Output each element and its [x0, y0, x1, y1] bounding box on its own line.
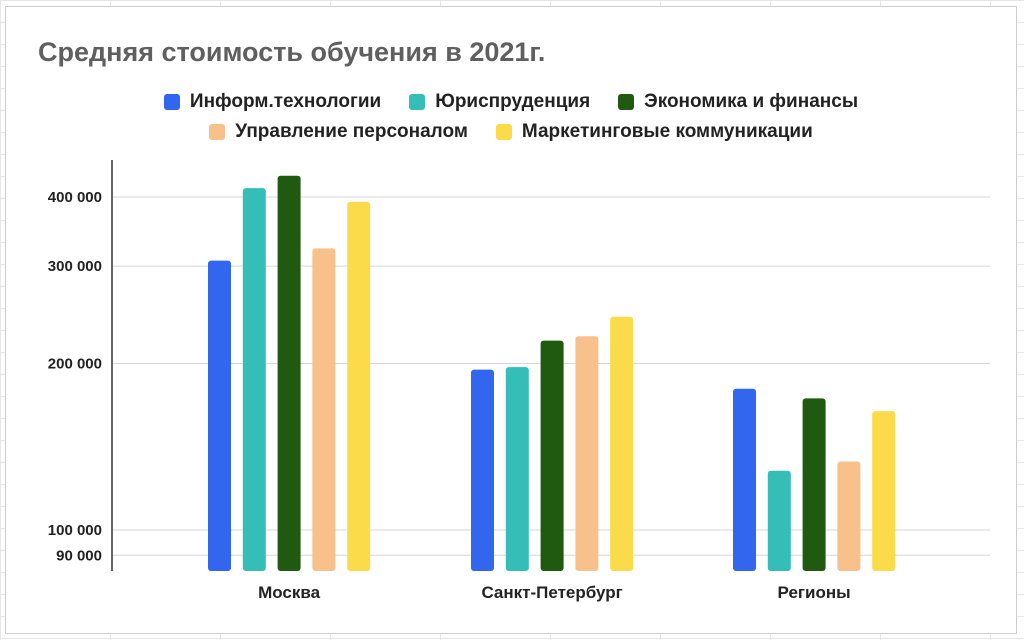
bar-2-2[interactable]	[802, 398, 826, 571]
x-axis-ticks: Москва Санкт-Петербург Регионы	[258, 583, 851, 602]
bars	[208, 175, 896, 572]
legend-label-hr: Управление персоналом	[235, 121, 468, 142]
y-tick-label: 100 000	[48, 522, 102, 539]
bar-1-1[interactable]	[505, 367, 529, 571]
legend-item-it[interactable]: Информ.технологии	[163, 91, 382, 113]
bar-0-2[interactable]	[277, 175, 301, 571]
legend-row-1: Информ.технологии Юриспруденция Экономик…	[6, 91, 1016, 113]
legend-label-marketing: Маркетинговые коммуникации	[521, 121, 813, 142]
x-tick-label: Регионы	[778, 583, 851, 602]
y-tick-label: 200 000	[48, 356, 102, 373]
legend-row-2: Управление персоналом Маркетинговые комм…	[6, 121, 1016, 143]
legend-swatch-marketing	[495, 124, 512, 140]
bar-1-2[interactable]	[540, 340, 564, 571]
legend-label-economics: Экономика и финансы	[644, 91, 859, 112]
legend-swatch-it	[163, 94, 180, 110]
legend-item-marketing[interactable]: Маркетинговые коммуникации	[495, 121, 813, 143]
bar-2-1[interactable]	[767, 470, 791, 571]
x-tick-label: Санкт-Петербург	[481, 583, 622, 602]
y-axis-ticks: 90 000 100 000 200 000 300 000 400 000	[48, 189, 102, 564]
legend-label-law: Юриспруденция	[435, 91, 591, 112]
legend-swatch-law	[409, 94, 426, 110]
legend-item-economics[interactable]: Экономика и финансы	[618, 91, 858, 113]
y-tick-label: 300 000	[48, 258, 102, 275]
bar-2-4[interactable]	[872, 411, 896, 571]
bar-0-1[interactable]	[242, 188, 266, 571]
x-tick-label: Москва	[258, 583, 321, 602]
legend-swatch-economics	[618, 94, 635, 110]
bar-0-0[interactable]	[208, 260, 231, 571]
bar-0-3[interactable]	[312, 248, 336, 571]
bar-0-4[interactable]	[347, 201, 371, 572]
bar-1-3[interactable]	[575, 336, 599, 571]
y-tick-label: 90 000	[56, 547, 102, 564]
legend-swatch-hr	[209, 124, 226, 140]
bar-1-4[interactable]	[610, 316, 634, 571]
chart-title: Средняя стоимость обучения в 2021г.	[38, 37, 546, 67]
bar-2-0[interactable]	[733, 388, 756, 571]
legend-item-hr[interactable]: Управление персоналом	[209, 121, 468, 143]
legend-item-law[interactable]: Юриспруденция	[409, 91, 590, 113]
legend-label-it: Информ.технологии	[189, 91, 382, 112]
bar-1-0[interactable]	[471, 369, 494, 571]
bar-2-3[interactable]	[837, 461, 861, 571]
y-tick-label: 400 000	[48, 189, 102, 206]
